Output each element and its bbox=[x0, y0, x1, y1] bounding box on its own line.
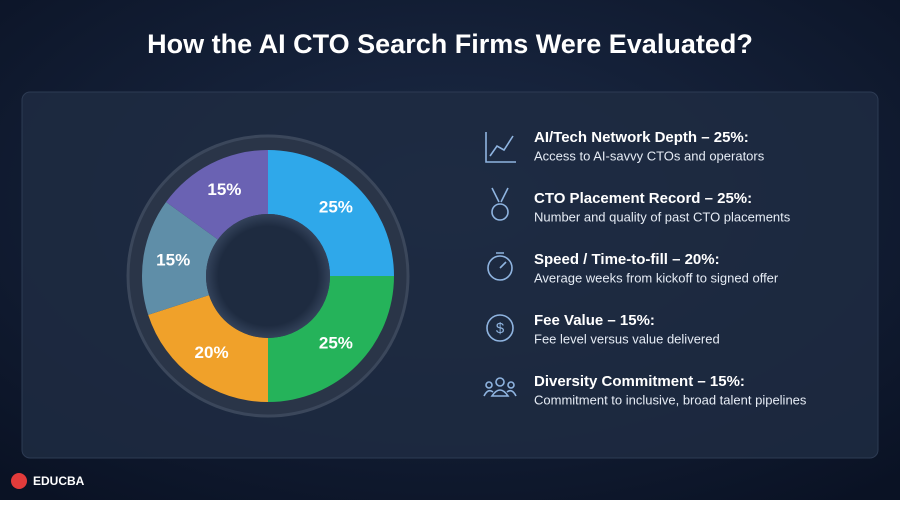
criterion-title: Diversity Commitment – 15%: bbox=[534, 373, 745, 390]
logo-text: EDUCBA bbox=[33, 474, 85, 488]
donut-hole bbox=[206, 214, 330, 338]
donut-segment bbox=[268, 276, 394, 402]
logo-icon bbox=[11, 473, 27, 489]
criterion-description: Access to AI-savvy CTOs and operators bbox=[534, 148, 765, 163]
criteria-list: $ bbox=[483, 132, 517, 397]
timer-icon bbox=[487, 252, 513, 281]
svg-text:$: $ bbox=[496, 320, 505, 337]
dollar-icon: $ bbox=[486, 314, 514, 342]
medal-icon bbox=[491, 187, 509, 221]
criterion-description: Commitment to inclusive, broad talent pi… bbox=[534, 392, 807, 407]
criterion-title: AI/Tech Network Depth – 25%: bbox=[534, 129, 749, 146]
criterion-description: Number and quality of past CTO placement… bbox=[534, 209, 791, 224]
donut-segment bbox=[268, 150, 394, 276]
donut bbox=[142, 150, 394, 403]
title: How the AI CTO Search Firms Were Evaluat… bbox=[147, 29, 753, 59]
donut-segment bbox=[148, 295, 268, 403]
value-label: 20% bbox=[195, 343, 229, 362]
value-label: 15% bbox=[207, 180, 241, 199]
criterion-description: Fee level versus value delivered bbox=[534, 331, 720, 346]
value-label: 25% bbox=[319, 198, 353, 217]
value-label: 25% bbox=[319, 333, 353, 352]
people-icon bbox=[483, 377, 517, 397]
criterion-description: Average weeks from kickoff to signed off… bbox=[534, 270, 779, 285]
donut-segment bbox=[166, 150, 268, 240]
logo: EDUCBA bbox=[11, 473, 85, 489]
value-label: 15% bbox=[156, 250, 190, 269]
criterion-title: Fee Value – 15%: bbox=[534, 312, 655, 329]
criterion-title: Speed / Time-to-fill – 20%: bbox=[534, 251, 720, 268]
donut-segment bbox=[142, 201, 218, 315]
chart-icon bbox=[485, 132, 516, 163]
criterion-title: CTO Placement Record – 25%: bbox=[534, 190, 752, 207]
